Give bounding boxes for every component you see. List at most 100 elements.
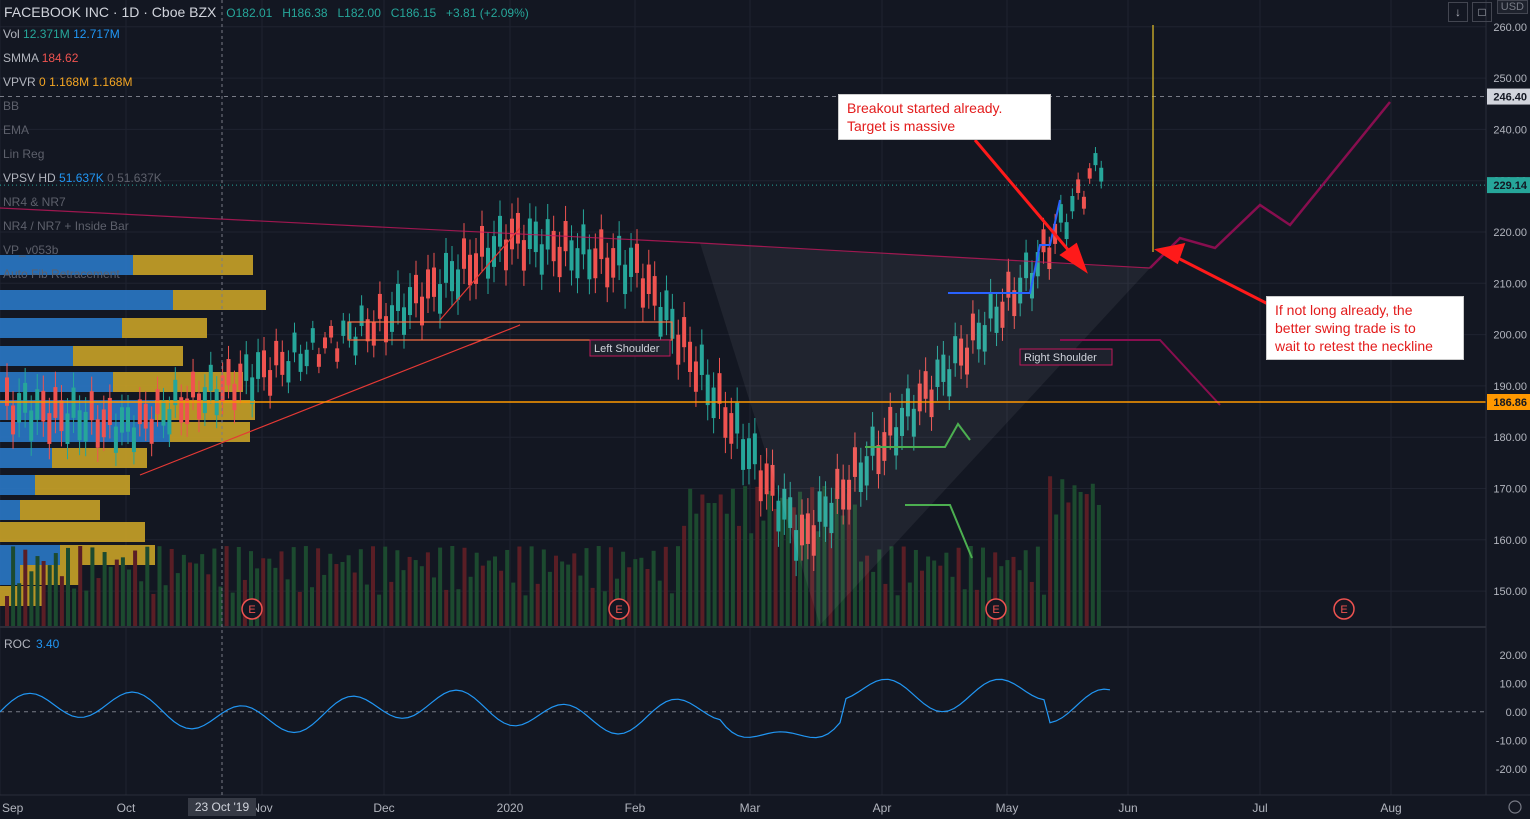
candle-body bbox=[652, 276, 657, 306]
candle-body bbox=[1018, 277, 1023, 304]
earnings-marker: E bbox=[608, 598, 630, 620]
volume-bar bbox=[127, 569, 131, 626]
candle-body bbox=[705, 374, 710, 406]
candle-body bbox=[304, 349, 309, 367]
candle-body bbox=[1087, 168, 1092, 179]
candle-body bbox=[515, 212, 520, 244]
volume-bar bbox=[907, 582, 912, 626]
candle-body bbox=[847, 479, 852, 510]
volume-bar bbox=[438, 547, 443, 626]
x-tick-label: Jul bbox=[1252, 801, 1267, 815]
volume-bar bbox=[962, 589, 967, 626]
candle-body bbox=[788, 497, 793, 528]
volume-bar bbox=[389, 581, 394, 626]
volume-bar bbox=[804, 518, 809, 626]
volume-bar bbox=[566, 564, 571, 626]
download-icon[interactable]: ↓ bbox=[1448, 2, 1468, 22]
candle-body bbox=[870, 426, 875, 456]
candle-body bbox=[1041, 229, 1046, 253]
candle-body bbox=[835, 468, 840, 499]
volume-bar bbox=[749, 533, 754, 626]
candle-body bbox=[876, 445, 881, 475]
candle-body bbox=[917, 383, 922, 412]
label-box bbox=[1019, 348, 1113, 366]
y-tick-label: 170.00 bbox=[1493, 483, 1527, 495]
volume-profile-bar bbox=[60, 545, 155, 565]
blue-move-line bbox=[948, 199, 1061, 294]
y-tick-label: 220.00 bbox=[1493, 227, 1527, 239]
volume-bar bbox=[541, 549, 546, 626]
candle-body bbox=[347, 321, 352, 340]
candle-body bbox=[462, 238, 466, 269]
indicator-row[interactable]: Vol 12.371M 12.717M bbox=[3, 27, 120, 41]
neckline bbox=[0, 207, 1151, 269]
candle-body bbox=[316, 354, 321, 367]
candle-body bbox=[420, 296, 424, 326]
current-price-tag: 229.14 bbox=[1487, 177, 1530, 194]
crosshair-date: 23 Oct '19 bbox=[188, 798, 256, 816]
swing-trade-annotation[interactable]: If not long already, the better swing tr… bbox=[1266, 296, 1464, 360]
volume-bar bbox=[633, 559, 638, 626]
earnings-label: E bbox=[248, 604, 255, 616]
indicator-row[interactable]: BB bbox=[3, 99, 20, 113]
breakout-annotation[interactable]: Breakout started already. Target is mass… bbox=[838, 94, 1051, 140]
price-tag-text: 229.14 bbox=[1493, 180, 1528, 192]
candle-body bbox=[504, 239, 508, 271]
x-tick-label: 2020 bbox=[497, 801, 524, 815]
candle-body bbox=[414, 274, 418, 304]
volume-bar bbox=[1066, 502, 1071, 626]
indicator-row[interactable]: VPSV HD 51.637K 0 51.637K bbox=[3, 171, 162, 185]
candle-body bbox=[486, 247, 490, 279]
volume-bar bbox=[1090, 483, 1095, 626]
candle-body bbox=[894, 427, 899, 456]
candle-body bbox=[262, 350, 266, 378]
volume-bar bbox=[682, 525, 687, 626]
candle-body bbox=[11, 405, 16, 435]
volume-bar bbox=[505, 549, 510, 626]
indicator-row[interactable]: NR4 & NR7 bbox=[3, 195, 66, 209]
indicator-row[interactable]: Auto Fib Retracement bbox=[3, 267, 120, 281]
candle-body bbox=[575, 248, 580, 279]
indicator-row[interactable]: VPVR 0 1.168M 1.168M bbox=[3, 75, 133, 89]
y-tick-label: 260.00 bbox=[1493, 22, 1527, 34]
indicator-row[interactable]: Lin Reg bbox=[3, 147, 45, 161]
candle-body bbox=[593, 248, 598, 279]
candle-body bbox=[982, 325, 987, 352]
indicator-row[interactable]: EMA bbox=[3, 123, 30, 137]
volume-bar bbox=[468, 576, 473, 626]
volume-bar bbox=[310, 587, 314, 626]
roc-tick-label: -20.00 bbox=[1496, 764, 1527, 776]
y-tick-label: 250.00 bbox=[1493, 73, 1527, 85]
volume-bar bbox=[255, 568, 260, 626]
price-candles bbox=[5, 147, 1104, 577]
candle-body bbox=[408, 287, 412, 316]
candle-body bbox=[480, 225, 484, 257]
candle-body bbox=[202, 387, 207, 414]
volume-bar bbox=[47, 565, 52, 626]
indicator-row[interactable]: NR4 / NR7 + Inside Bar bbox=[3, 219, 129, 233]
fullscreen-icon[interactable]: □ bbox=[1472, 2, 1492, 22]
candle-body bbox=[646, 264, 651, 295]
volume-bar bbox=[462, 547, 467, 626]
volume-bar bbox=[572, 553, 577, 626]
volume-bar bbox=[639, 557, 644, 626]
volume-bar bbox=[676, 546, 680, 626]
price-tag-box bbox=[1487, 393, 1530, 410]
earnings-circle bbox=[985, 598, 1007, 620]
currency-label[interactable]: USD bbox=[1496, 0, 1528, 14]
indicator-row[interactable]: VP_v053b bbox=[3, 243, 59, 257]
volume-bar bbox=[1029, 581, 1034, 626]
candle-body bbox=[735, 402, 740, 434]
y-tick-label: 150.00 bbox=[1493, 586, 1527, 598]
candle-body bbox=[551, 230, 556, 262]
green-move-line bbox=[905, 504, 973, 559]
volume-bar bbox=[688, 488, 693, 626]
volume-bar bbox=[724, 513, 729, 626]
volume-bar bbox=[267, 558, 272, 626]
green-move-line bbox=[865, 422, 971, 448]
symbol-title[interactable]: FACEBOOK INC · 1D · Cboe BZX bbox=[4, 4, 217, 20]
volume-profile-bar bbox=[133, 255, 253, 275]
volume-bar bbox=[444, 589, 449, 626]
indicator-row[interactable]: SMMA 184.62 bbox=[3, 51, 79, 65]
